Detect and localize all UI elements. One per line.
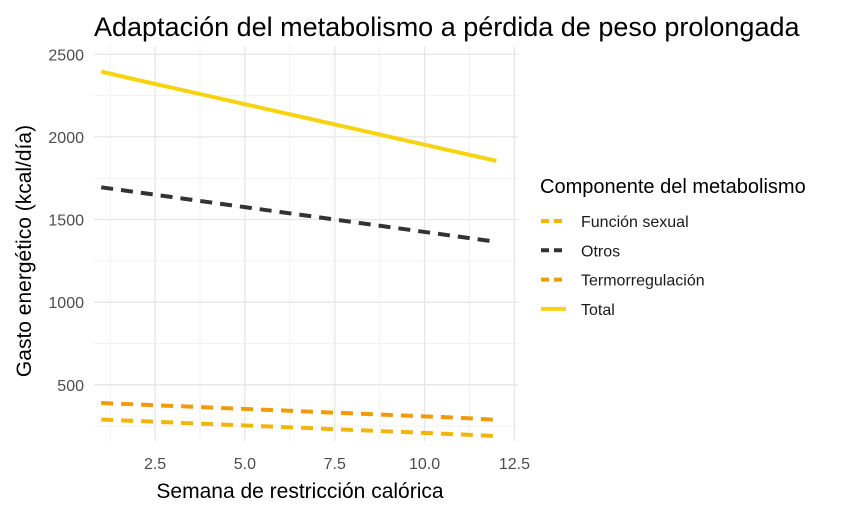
y-tick-label: 500 xyxy=(57,378,84,395)
legend-label: Otros xyxy=(581,243,620,260)
legend: Componente del metabolismo Función sexua… xyxy=(540,176,806,319)
series-line-total xyxy=(100,69,497,163)
y-tick-label: 1000 xyxy=(48,295,84,312)
x-axis-title: Semana de restricción calórica xyxy=(156,480,443,503)
series-line-otros xyxy=(100,185,497,244)
x-tick-label: 2.5 xyxy=(144,456,166,473)
chart-title: Adaptación del metabolismo a pérdida de … xyxy=(94,12,800,42)
x-axis-ticks: 2.5 5.0 7.5 10.0 12.5 xyxy=(144,456,530,473)
x-tick-label: 10.0 xyxy=(409,456,440,473)
major-gridlines xyxy=(94,46,518,441)
y-tick-label: 1500 xyxy=(48,213,84,230)
y-axis-ticks: 500 1000 1500 2000 2500 xyxy=(48,47,84,395)
y-tick-label: 2000 xyxy=(48,130,84,147)
x-tick-label: 5.0 xyxy=(234,456,256,473)
series-line-funci-n-sexual xyxy=(101,417,497,439)
y-tick-label: 2500 xyxy=(48,47,84,64)
legend-label: Termorregulación xyxy=(581,273,705,290)
x-tick-label: 12.5 xyxy=(499,456,530,473)
y-axis-title: Gasto energético (kcal/día) xyxy=(13,125,36,377)
x-tick-label: 7.5 xyxy=(324,456,346,473)
legend-label: Función sexual xyxy=(581,214,689,231)
legend-label: Total xyxy=(581,302,615,319)
series-line-termorregulaci-n xyxy=(101,400,497,422)
legend-title: Componente del metabolismo xyxy=(540,176,806,198)
series-lines xyxy=(100,69,497,439)
minor-gridlines xyxy=(94,46,518,441)
